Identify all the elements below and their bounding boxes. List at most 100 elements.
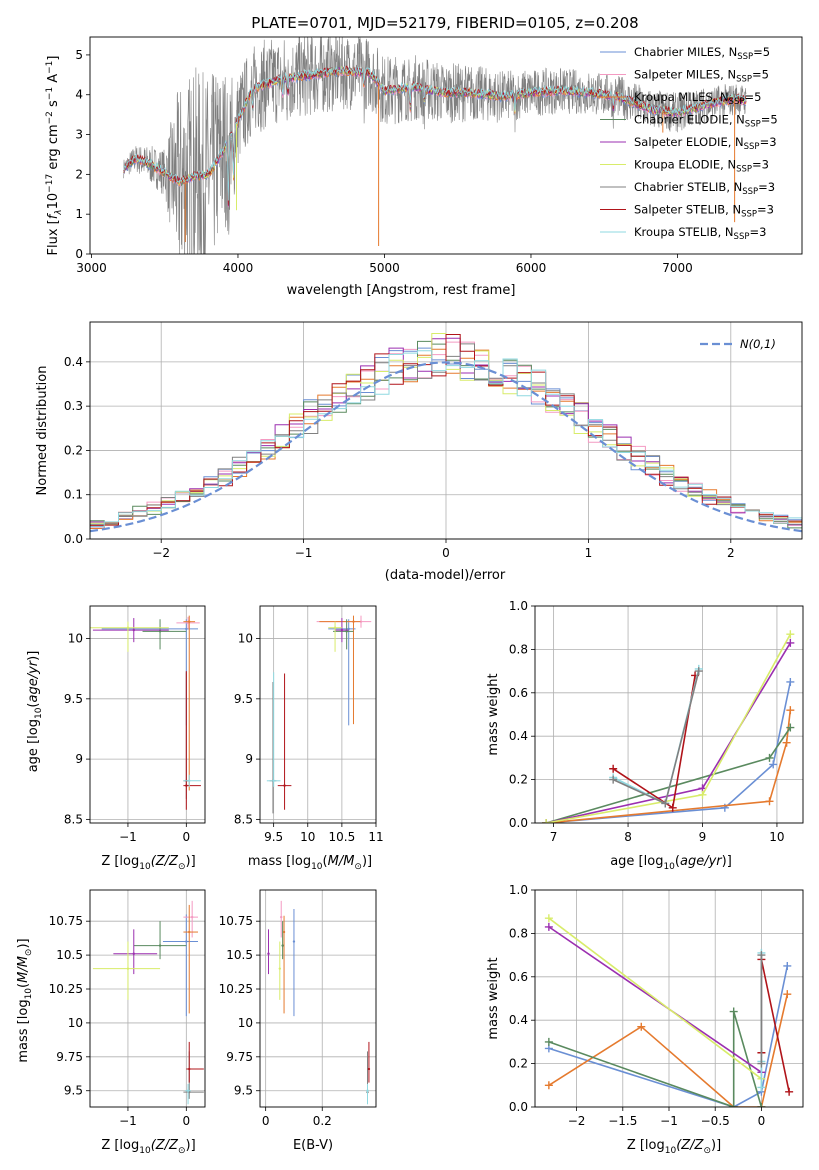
z_weight-y-tick-label: 0.6 (509, 970, 528, 984)
spectrum-plot-area (123, 37, 747, 254)
age_weight-line-salpeter_stelib (612, 675, 696, 810)
legend-entry-salpeter_stelib: Salpeter STELIB, NSSP=3 (634, 203, 774, 220)
z_age-axes (90, 606, 205, 823)
z_weight-marker-chabrier_elodie (729, 1007, 738, 1016)
z_age-x-tick-label: −1 (119, 830, 137, 844)
mass_age-point-salpeter_miles (359, 620, 363, 623)
spectrum-y-tick-label: 5 (75, 48, 83, 62)
z_weight-marker-kroupa_stelib (757, 1083, 766, 1092)
ebv_mass-plot-area (267, 900, 371, 1105)
mass_age-y-tick-label: 9 (245, 752, 253, 766)
legend-entry-chabrier_miles: Chabrier MILES, NSSP=5 (634, 45, 770, 62)
z_age-y-tick-label: 8.5 (64, 812, 83, 826)
z_age-plot-area (90, 615, 201, 810)
ebv_mass-frame (259, 889, 377, 1108)
z_weight-line-chabrier_miles (548, 965, 789, 1107)
z_weight-y-tick-label: 0.2 (509, 1057, 528, 1071)
z_weight-x-tick-label: −0.5 (701, 1114, 730, 1128)
mass_age-x-tick-label: 9.5 (264, 830, 283, 844)
spectrum-y-tick-label: 2 (75, 167, 83, 181)
z_mass-point-kroupa_elodie (126, 967, 130, 970)
z_weight-axes (535, 889, 803, 1108)
ebv_mass-point-kroupa_stelib (366, 1089, 369, 1092)
z_mass-y-tick-label: 10.75 (49, 914, 83, 928)
mass_age-y-tick-label: 9.5 (234, 692, 253, 706)
age_weight-x-tick-label: 8 (624, 830, 632, 844)
age_weight-marker-salpeter_stelib (609, 764, 618, 773)
age_weight-y-tick-label: 0.0 (509, 816, 528, 830)
ebv_mass-point-kroupa_miles (282, 930, 286, 934)
z_weight-marker-salpeter_stelib (785, 1087, 794, 1096)
z_weight-marker-chabrier_stelib (757, 1059, 766, 1068)
residuals-y-label: Normed distribution (35, 366, 50, 496)
residuals-x-tick-label: 0 (442, 546, 450, 560)
legend-entry-kroupa_elodie: Kroupa ELODIE, NSSP=3 (634, 158, 769, 175)
age_weight-marker-chabrier_elodie (765, 753, 774, 762)
z_age-point-chabrier_elodie (158, 630, 162, 633)
z_weight-line-salpeter_elodie (548, 926, 762, 1073)
z_mass-point-kroupa_stelib (186, 1089, 190, 1092)
z-age-y-label: age [log10(age/yr)] (26, 651, 44, 773)
residuals-tick-labels: −2 −1 0 1 2 0.0 0.1 0.2 0.3 0.4 (64, 355, 735, 560)
age_weight-marker-kroupa_elodie (786, 630, 795, 639)
residuals-frame (89, 321, 803, 540)
z_weight-x-tick-label: −2 (568, 1114, 586, 1128)
residuals-x-tick-label: 2 (727, 546, 735, 560)
age_weight-y-tick-label: 0.6 (509, 686, 528, 700)
figure-title: PLATE=0701, MJD=52179, FIBERID=0105, z=0… (251, 14, 638, 32)
z_mass-y-tick-label: 9.5 (64, 1084, 83, 1098)
z_mass-point-chabrier_miles (185, 940, 188, 943)
residuals-y-tick-label: 0.3 (64, 399, 83, 413)
age_weight-line-salpeter_elodie (546, 642, 791, 823)
z_weight-marker-kroupa_miles (544, 1081, 553, 1090)
spectrum-data-line (123, 37, 747, 254)
z_mass-tick-labels: −1 0 9.5 9.75 10 10.25 10.5 10.75 (49, 914, 190, 1128)
age_weight-marker-kroupa_elodie (698, 790, 707, 799)
z-mass-y-label: mass [log10(M/M⊙)] (16, 938, 34, 1062)
spectrum-x-label: wavelength [Angstrom, rest frame] (287, 283, 516, 298)
spectrum-x-tick-label: 7000 (662, 261, 693, 275)
mass_age-point-chabrier_elodie (345, 630, 348, 633)
mass-age-x-label: mass [log10(M/M⊙)] (248, 854, 372, 872)
mass_age-x-tick-label: 10 (300, 830, 315, 844)
z_mass-y-tick-label: 10.25 (49, 982, 83, 996)
age_weight-marker-kroupa_miles (765, 797, 774, 806)
age_weight-marker-chabrier_miles (769, 760, 778, 769)
z_weight-y-tick-label: 0.0 (509, 1100, 528, 1114)
z_age-frame (89, 605, 206, 824)
z_age-point-salpeter_stelib (185, 784, 188, 787)
z_age-tick-labels: −1 0 8.5 9 9.5 10 (64, 632, 190, 844)
age_weight-y-tick-label: 1.0 (509, 599, 528, 613)
ebv_mass-point-salpeter_elodie (267, 952, 270, 955)
z_weight-marker-chabrier_elodie (544, 1037, 553, 1046)
age_weight-y-tick-label: 0.4 (509, 729, 528, 743)
mass_age-y-tick-label: 10 (238, 632, 253, 646)
z_weight-line-kroupa_elodie (548, 917, 762, 1080)
residuals-x-tick-label: 1 (585, 546, 593, 560)
z_weight-y-tick-label: 1.0 (509, 883, 528, 897)
mass_age-tick-labels: 9.5 10 10.5 11 8.5 9 9.5 10 (234, 632, 384, 844)
age_weight-marker-kroupa_miles (786, 706, 795, 715)
legend-entry-chabrier_elodie: Chabrier ELODIE, NSSP=5 (634, 113, 778, 130)
mass_age-x-tick-label: 10.5 (329, 830, 356, 844)
legend-normal-label: N(0,1) (740, 337, 776, 351)
spectrum-x-tick-label: 3000 (76, 261, 107, 275)
z-weight-y-label: mass weight (486, 957, 501, 1039)
mass_age-frame (259, 605, 377, 824)
residuals-plot-area (90, 333, 802, 539)
ebv_mass-y-tick-label: 9.75 (226, 1050, 253, 1064)
z_weight-y-tick-label: 0.8 (509, 926, 528, 940)
age_weight-marker-kroupa_miles (782, 738, 791, 747)
age_weight-marker-chabrier_stelib (609, 775, 618, 784)
age_weight-marker-salpeter_stelib (668, 803, 677, 812)
mass_age-x-tick-label: 11 (368, 830, 383, 844)
spectrum-y-tick-label: 3 (75, 128, 83, 142)
age_weight-marker-chabrier_miles (786, 677, 795, 686)
age_weight-marker-chabrier_elodie (786, 723, 795, 732)
residuals-x-label: (data-model)/error (385, 568, 506, 583)
ebv_mass-x-tick-label: 0.2 (313, 1114, 332, 1128)
residuals-y-tick-label: 0.1 (64, 488, 83, 502)
spectrum-frame (89, 36, 803, 255)
mass_age-point-salpeter_elodie (340, 628, 344, 632)
